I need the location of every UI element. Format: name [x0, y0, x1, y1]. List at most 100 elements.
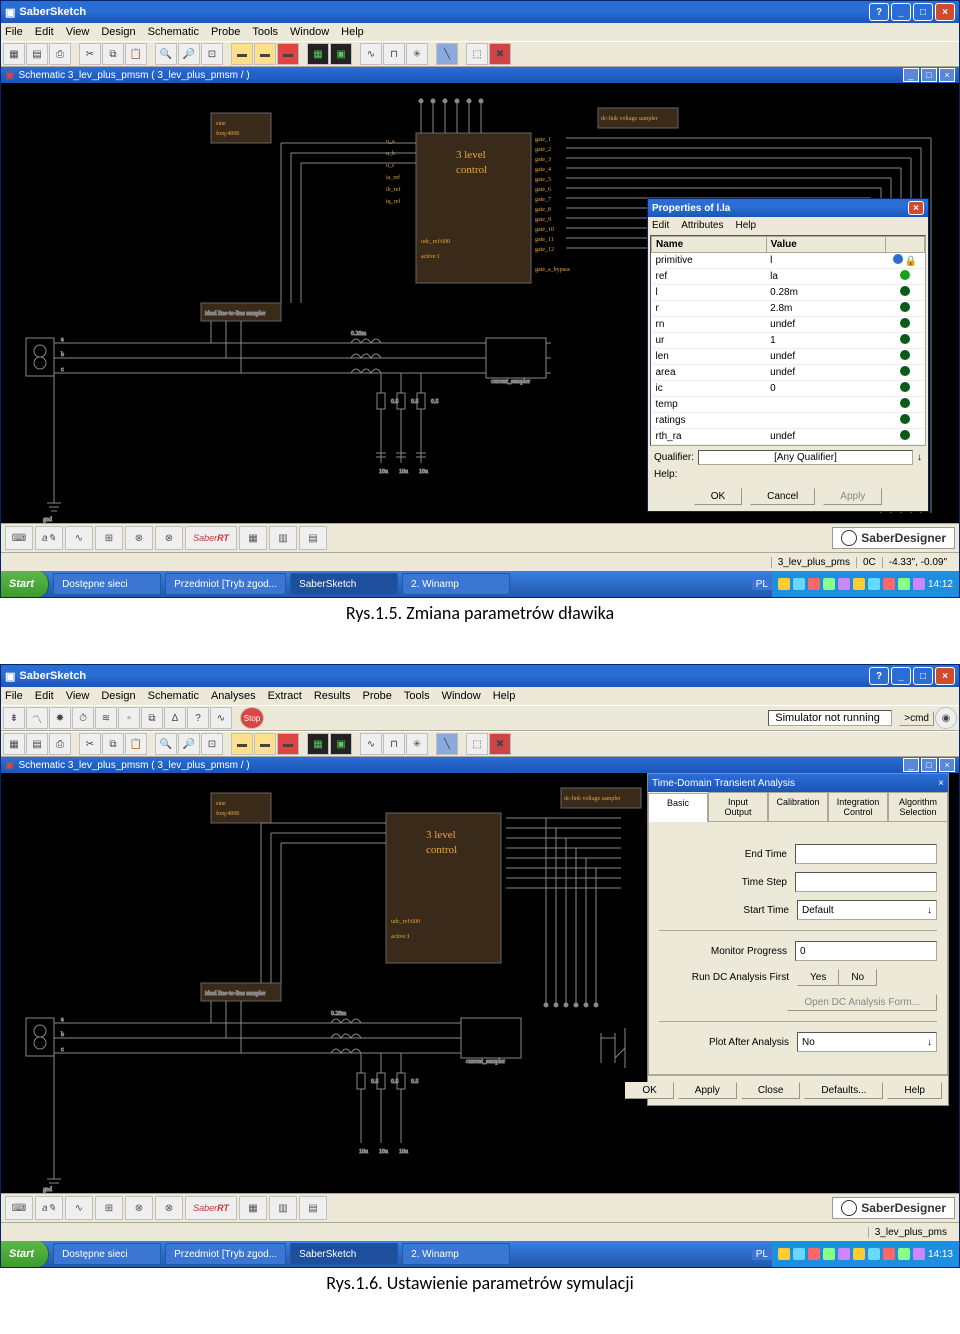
prop-value[interactable]: undef [766, 317, 885, 333]
tool-icon[interactable]: ⊗ [155, 1196, 183, 1220]
tray-icon[interactable] [793, 1248, 805, 1260]
tool-icon[interactable]: ⏱ [72, 707, 94, 729]
menu-schematic[interactable]: Schematic [148, 690, 199, 702]
tray-icon[interactable] [883, 578, 895, 590]
zoom-icon[interactable]: 🔎 [178, 733, 200, 755]
paste-icon[interactable]: 📋 [125, 43, 147, 65]
start-time-select[interactable]: Default↓ [797, 900, 937, 920]
tool-icon[interactable]: ⧉ [141, 707, 163, 729]
ok-button[interactable]: OK [625, 1082, 673, 1099]
doc-min-icon[interactable]: _ [903, 758, 919, 772]
menu-help[interactable]: Help [493, 690, 516, 702]
menu-view[interactable]: View [66, 26, 90, 38]
tray-icon[interactable] [913, 1248, 925, 1260]
defaults-button[interactable]: Defaults... [804, 1082, 883, 1099]
maximize-icon[interactable]: □ [913, 3, 933, 21]
time-step-input[interactable] [795, 872, 937, 892]
prop-value[interactable]: undef [766, 429, 885, 445]
open-dc-button[interactable]: Open DC Analysis Form... [787, 994, 937, 1011]
tool-icon[interactable]: Δ [164, 707, 186, 729]
tool-icon[interactable]: ▬ [254, 43, 276, 65]
tool-icon[interactable]: ✸ [49, 707, 71, 729]
start-button[interactable]: Start [1, 1241, 49, 1267]
plot-after-select[interactable]: No↓ [797, 1032, 937, 1052]
task-item[interactable]: SaberSketch [290, 573, 398, 595]
prop-value[interactable]: 1 [766, 333, 885, 349]
tool-icon[interactable]: ⬚ [466, 733, 488, 755]
minimize-icon[interactable]: _ [891, 667, 911, 685]
prop-value[interactable]: 2.8m [766, 301, 885, 317]
tray-icon[interactable] [808, 1248, 820, 1260]
tab-io[interactable]: InputOutput [708, 792, 768, 821]
tool-icon[interactable]: ⊞ [95, 526, 123, 550]
menu-window[interactable]: Window [442, 690, 481, 702]
apply-button[interactable]: Apply [678, 1082, 737, 1099]
tray-icon[interactable] [913, 578, 925, 590]
tool-icon[interactable]: ▦ [239, 526, 267, 550]
tray-icon[interactable] [778, 578, 790, 590]
tray-icon[interactable] [823, 1248, 835, 1260]
copy-icon[interactable]: ⧉ [102, 733, 124, 755]
tool-icon[interactable]: ⊗ [155, 526, 183, 550]
tool-icon[interactable]: ▣ [330, 733, 352, 755]
close-button[interactable]: Close [741, 1082, 801, 1099]
logo-icon[interactable]: ◉ [935, 707, 957, 729]
schematic-canvas-1[interactable]: sine freq:4000 dc-link voltage sampler 3… [1, 83, 959, 523]
tool-icon[interactable]: ▤ [299, 526, 327, 550]
menu-help[interactable]: Help [341, 26, 364, 38]
tool-icon[interactable]: ∿ [360, 43, 382, 65]
zoom-icon[interactable]: ⊡ [201, 733, 223, 755]
zoom-icon[interactable]: 🔎 [178, 43, 200, 65]
menu-window[interactable]: Window [290, 26, 329, 38]
tool-icon[interactable]: ▤ [26, 43, 48, 65]
tool-icon[interactable]: ▤ [26, 733, 48, 755]
menu-edit[interactable]: Edit [35, 26, 54, 38]
tool-icon[interactable]: ✳ [406, 43, 428, 65]
tab-basic[interactable]: Basic [648, 793, 708, 822]
task-item[interactable]: 2. Winamp [402, 573, 510, 595]
menu-results[interactable]: Results [314, 690, 351, 702]
prop-value[interactable]: l [766, 253, 885, 269]
help-button-icon[interactable]: ? [869, 667, 889, 685]
menu-schematic[interactable]: Schematic [148, 26, 199, 38]
stop-icon[interactable]: Stop [240, 707, 264, 729]
tool-icon[interactable]: a✎ [35, 526, 63, 550]
apply-button[interactable]: Apply [823, 488, 882, 505]
menu-design[interactable]: Design [101, 26, 135, 38]
menu-view[interactable]: View [66, 690, 90, 702]
menu-file[interactable]: File [5, 690, 23, 702]
yes-button[interactable]: Yes [797, 969, 839, 986]
doc-min-icon[interactable]: _ [903, 68, 919, 82]
tool-icon[interactable]: ▥ [269, 1196, 297, 1220]
tool-icon[interactable]: ⇟ [3, 707, 25, 729]
tool-icon[interactable]: ▦ [307, 43, 329, 65]
tool-icon[interactable]: ▦ [307, 733, 329, 755]
tool-icon[interactable]: ⎙ [49, 733, 71, 755]
tray-icon[interactable] [868, 578, 880, 590]
menu-tools[interactable]: Tools [404, 690, 430, 702]
menu-probe[interactable]: Probe [363, 690, 392, 702]
ok-button[interactable]: OK [694, 488, 742, 505]
tool-icon[interactable]: ∿ [210, 707, 232, 729]
qualifier-value[interactable]: [Any Qualifier] [698, 450, 913, 465]
tab-integration[interactable]: IntegrationControl [828, 792, 888, 821]
tool-icon[interactable]: ∿ [65, 526, 93, 550]
tray-icon[interactable] [838, 578, 850, 590]
menu-analyses[interactable]: Analyses [211, 690, 256, 702]
close-icon[interactable]: × [935, 3, 955, 21]
tool-icon[interactable]: ╲ [436, 733, 458, 755]
prop-value[interactable]: la [766, 269, 885, 285]
tool-icon[interactable]: ▣ [330, 43, 352, 65]
monitor-input[interactable] [795, 941, 937, 961]
tool-icon[interactable]: ⊞ [95, 1196, 123, 1220]
help-button-icon[interactable]: ? [869, 3, 889, 21]
tool-icon[interactable]: ▬ [277, 733, 299, 755]
tray-icon[interactable] [853, 1248, 865, 1260]
tray-icon[interactable] [868, 1248, 880, 1260]
tray-icon[interactable] [898, 578, 910, 590]
tray-icon[interactable] [793, 578, 805, 590]
tool-icon[interactable]: ▦ [239, 1196, 267, 1220]
start-button[interactable]: Start [1, 571, 49, 597]
tool-icon[interactable]: a✎ [35, 1196, 63, 1220]
cut-icon[interactable]: ✂ [79, 43, 101, 65]
